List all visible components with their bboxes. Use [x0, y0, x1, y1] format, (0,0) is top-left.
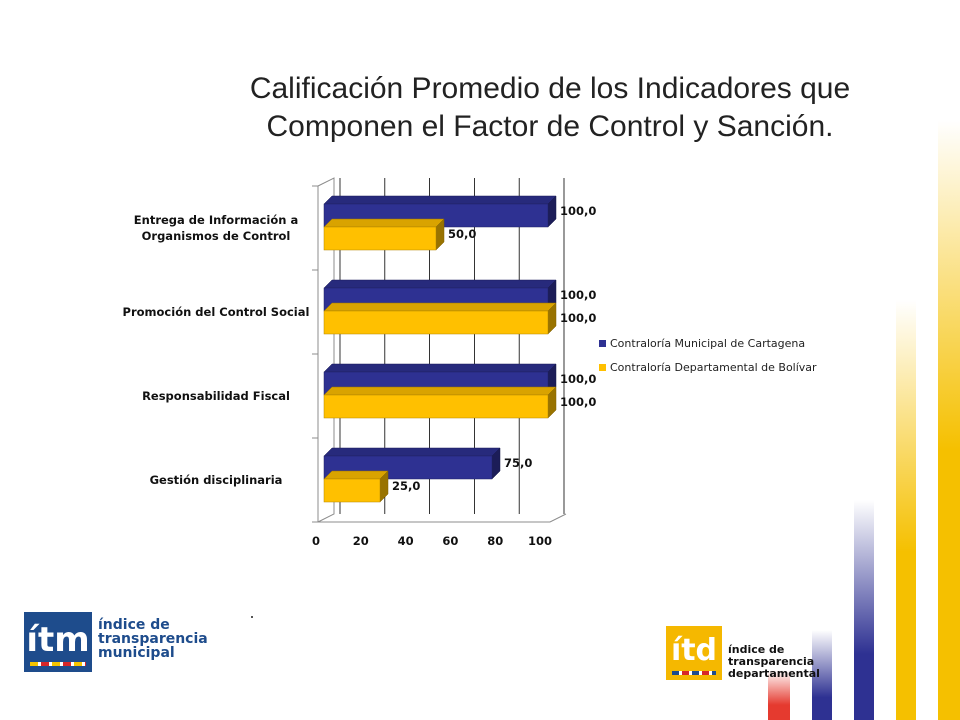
data-label: 25,0 — [392, 479, 420, 493]
category-label: Promoción del Control Social — [123, 305, 310, 319]
bar-top-face — [323, 302, 557, 312]
legend-swatch — [599, 340, 606, 347]
itm-logo: ítm índice de transparencia municipal — [24, 612, 208, 674]
category-label: Entrega de Información a — [134, 213, 298, 227]
decorative-stripe-red — [768, 670, 790, 720]
decorative-stripe-yellow-wide — [938, 120, 960, 720]
floor-edge — [318, 513, 567, 523]
bar — [323, 310, 549, 335]
bar-top-face — [323, 470, 389, 480]
category-label: Organismos de Control — [142, 229, 291, 243]
chart-title-line-1: Calificación Promedio de los Indicadores… — [249, 72, 851, 105]
x-tick-label: 80 — [487, 534, 503, 548]
small-dot — [251, 616, 253, 618]
data-label: 100,0 — [560, 204, 596, 218]
data-label: 100,0 — [560, 372, 596, 386]
left-wall — [317, 177, 335, 523]
bar-top-face — [323, 218, 445, 228]
itm-logo-text: índice de transparencia municipal — [98, 617, 208, 661]
bar-top-face — [323, 363, 557, 373]
x-tick-label: 20 — [353, 534, 369, 548]
x-tick-label: 100 — [528, 534, 552, 548]
bar — [323, 478, 381, 503]
itd-logo: ítd índice de transparencia departamenta… — [666, 626, 820, 684]
data-label: 50,0 — [448, 227, 476, 241]
decorative-stripe-blue-short — [812, 630, 832, 720]
x-tick-label: 40 — [398, 534, 414, 548]
category-label: Gestión disciplinaria — [150, 473, 283, 487]
legend-entry: Contraloría Municipal de Cartagena — [610, 337, 805, 350]
data-label: 75,0 — [504, 456, 532, 470]
decorative-stripe-yellow — [896, 300, 916, 720]
itd-logo-mark: ítd — [666, 626, 722, 680]
x-tick-label: 60 — [442, 534, 458, 548]
data-label: 100,0 — [560, 311, 596, 325]
bar — [323, 394, 549, 419]
chart-title: Calificación Promedio de los Indicadores… — [200, 70, 900, 146]
x-tick-label: 0 — [312, 534, 320, 548]
decorative-stripe-blue — [854, 500, 874, 720]
bar — [323, 226, 437, 251]
legend-entry: Contraloría Departamental de Bolívar — [610, 361, 817, 374]
bar-top-face — [323, 195, 557, 205]
data-label: 100,0 — [560, 395, 596, 409]
legend-swatch — [599, 364, 606, 371]
itm-logo-mark: ítm — [24, 612, 92, 672]
data-label: 100,0 — [560, 288, 596, 302]
bar-top-face — [323, 447, 501, 457]
itd-logo-text: índice de transparencia departamental — [728, 643, 820, 680]
category-label: Responsabilidad Fiscal — [142, 389, 290, 403]
bar-top-face — [323, 279, 557, 289]
bar-top-face — [323, 386, 557, 396]
chart-title-line-2: Componen el Factor de Control y Sanción. — [266, 110, 834, 143]
